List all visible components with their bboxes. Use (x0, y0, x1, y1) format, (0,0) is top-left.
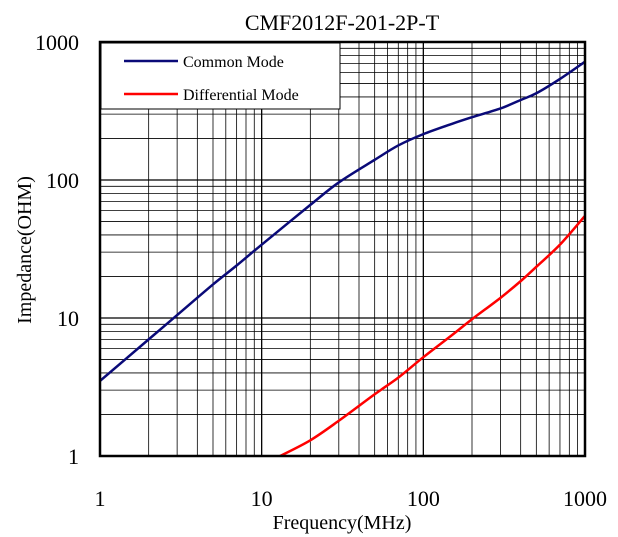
tick-labels: 1 10 100 1000 1 10 100 1000 (35, 30, 607, 511)
legend-label: Common Mode (183, 54, 284, 71)
series-line-common-mode (100, 60, 585, 382)
series-lines (100, 60, 585, 456)
chart-grid (100, 42, 585, 456)
y-axis-label: Impedance(OHM) (14, 176, 36, 324)
series-line-differential-mode (279, 215, 585, 456)
chart-title: CMF2012F-201-2P-T (245, 10, 440, 35)
plot-frame (98, 40, 587, 458)
x-tick-label: 100 (407, 486, 440, 511)
legend: Common Mode Differential Mode (100, 42, 341, 110)
x-tick-label: 1 (95, 486, 106, 511)
x-axis-label: Frequency(MHz) (273, 512, 412, 534)
y-tick-label: 10 (57, 306, 79, 331)
y-tick-label: 1000 (35, 30, 79, 55)
y-tick-label: 100 (46, 168, 79, 193)
y-tick-label: 1 (68, 444, 79, 469)
legend-box (100, 42, 341, 110)
x-tick-label: 1000 (563, 486, 607, 511)
legend-label: Differential Mode (183, 87, 299, 104)
x-tick-label: 10 (251, 486, 273, 511)
